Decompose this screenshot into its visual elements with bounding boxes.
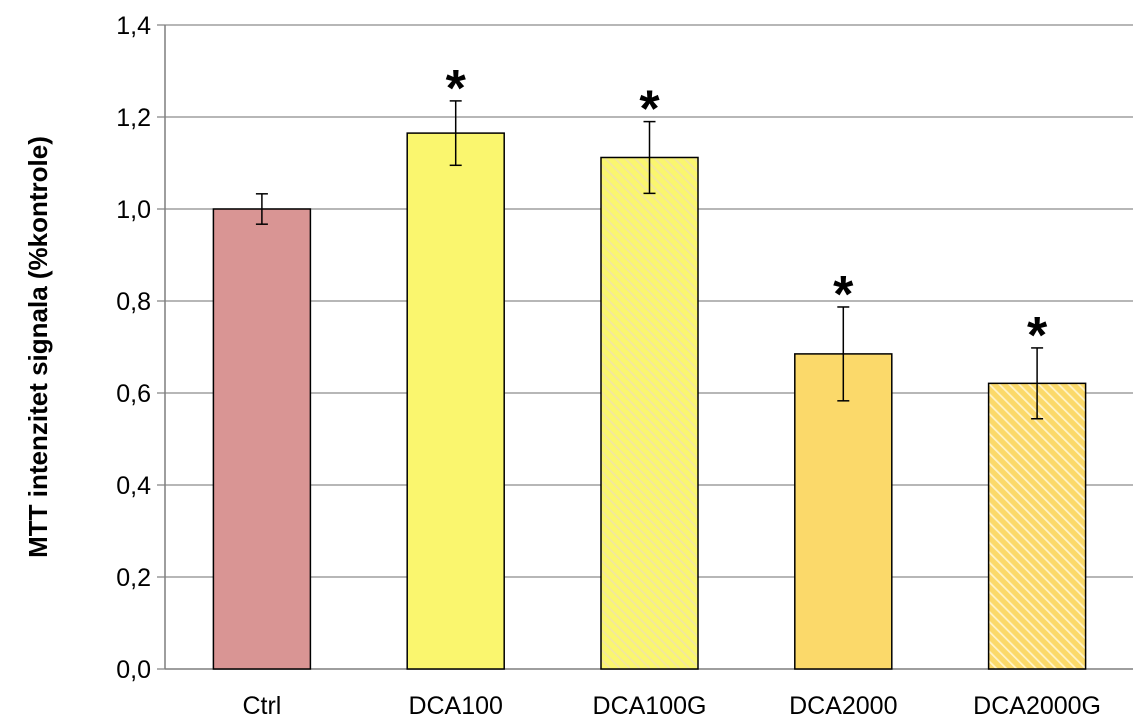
x-tick-label: DCA2000 [789,692,897,720]
y-axis-ticks: 0,0 0,2 0,4 0,6 0,8 1,0 1,2 1,4 [116,12,166,684]
y-tick-label: 0,0 [116,656,151,684]
y-tick-label: 1,4 [116,12,151,40]
bar-ctrl [212,208,312,670]
y-tick-label: 0,2 [116,564,151,592]
y-tick-label: 0,8 [116,288,151,316]
x-tick-label: DCA100 [408,692,503,720]
bar-dca2000 [794,353,893,670]
error-bars [255,100,1044,420]
bar-dca2000g [987,382,1087,670]
x-tick-label: DCA100G [593,692,707,720]
y-tick-label: 0,4 [116,472,151,500]
x-tick-label: Ctrl [242,692,281,720]
y-tick-label: 1,2 [116,104,151,132]
significance-star: * [446,60,467,118]
significance-star: * [833,266,854,324]
significance-markers: * * * * [446,60,1048,365]
y-tick-label: 0,6 [116,380,151,408]
bars [212,132,1087,670]
bar-dca100g [600,156,699,670]
bar-dca100 [406,132,505,670]
x-axis-categories: Ctrl DCA100 DCA100G DCA2000 DCA2000G [242,692,1101,720]
x-tick-label: DCA2000G [973,692,1101,720]
y-tick-label: 1,0 [116,196,151,224]
significance-star: * [1027,307,1048,365]
y-axis-label: MTT intenzitet signala (%kontrole) [23,136,53,558]
significance-star: * [639,81,660,139]
